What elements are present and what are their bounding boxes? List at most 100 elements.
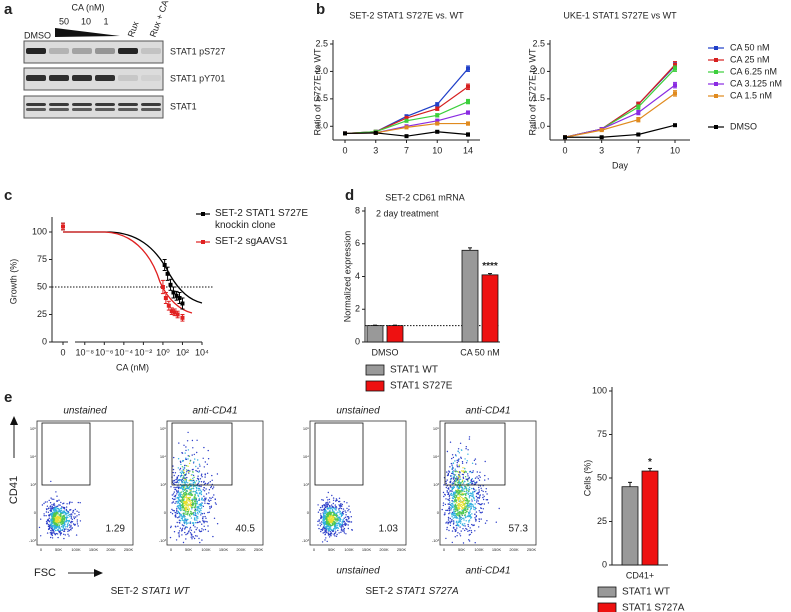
event-dot	[53, 502, 55, 505]
event-dot	[329, 505, 331, 507]
event-dot	[326, 524, 328, 526]
event-dot	[186, 471, 188, 473]
event-dot	[60, 532, 62, 535]
bar	[386, 325, 404, 343]
event-dot	[176, 496, 179, 499]
event-dot	[486, 493, 488, 495]
point	[563, 135, 567, 140]
event-dot	[169, 536, 172, 539]
event-dot	[57, 517, 59, 519]
event-dot	[470, 495, 473, 497]
y-tick-label: 75	[37, 254, 47, 264]
event-dot	[197, 521, 199, 524]
event-dot	[325, 510, 327, 512]
event-dot	[460, 518, 463, 521]
event-dot	[321, 521, 323, 523]
flow-x-tick: 0	[313, 547, 316, 552]
y-tick-label: 50	[37, 281, 47, 291]
event-dot	[478, 479, 481, 481]
event-dot	[327, 503, 329, 505]
event-dot	[327, 528, 329, 530]
event-dot	[202, 457, 204, 459]
event-dot	[459, 507, 461, 510]
event-dot	[185, 473, 187, 475]
event-dot	[467, 480, 469, 482]
event-dot	[339, 504, 342, 506]
event-dot	[187, 512, 189, 514]
event-dot	[461, 524, 463, 526]
event-dot	[465, 494, 467, 497]
event-dot	[189, 492, 191, 494]
event-dot	[477, 491, 479, 494]
event-dot	[472, 491, 474, 493]
event-dot	[199, 541, 201, 544]
event-dot	[206, 463, 208, 465]
event-dot	[181, 474, 183, 477]
event-dot	[195, 499, 197, 501]
event-dot	[77, 501, 80, 504]
event-dot	[63, 521, 66, 524]
event-dot	[196, 439, 198, 441]
blot-band	[72, 103, 92, 106]
event-dot	[62, 527, 65, 529]
event-dot	[448, 487, 450, 489]
event-dot	[178, 519, 181, 521]
event-dot	[48, 520, 50, 522]
event-dot	[459, 485, 461, 487]
blot-band	[72, 48, 92, 54]
event-dot	[177, 501, 180, 504]
event-dot	[461, 512, 463, 515]
event-dot	[191, 508, 193, 510]
event-dot	[199, 511, 201, 513]
event-dot	[343, 530, 345, 533]
event-dot	[194, 535, 197, 537]
event-dot	[451, 468, 453, 470]
event-dot	[63, 502, 65, 504]
event-dot	[212, 496, 214, 498]
event-dot	[194, 526, 196, 528]
event-dot	[210, 506, 212, 508]
event-dot	[456, 512, 459, 514]
event-dot	[451, 457, 453, 460]
event-dot	[191, 536, 193, 538]
event-dot	[478, 518, 480, 520]
event-dot	[457, 504, 459, 506]
event-dot	[192, 502, 195, 504]
event-dot	[59, 509, 61, 511]
blot-band	[118, 48, 138, 54]
event-dot	[71, 521, 74, 523]
event-dot	[185, 511, 187, 513]
event-dot	[323, 531, 326, 533]
event-dot	[197, 467, 199, 469]
event-dot	[456, 471, 458, 473]
event-dot	[475, 463, 477, 465]
x-tick-label: 7	[636, 145, 641, 155]
event-dot	[51, 524, 53, 526]
event-dot	[187, 531, 190, 533]
series-line	[564, 65, 676, 138]
event-dot	[174, 511, 176, 514]
event-dot	[462, 542, 465, 544]
event-dot	[461, 509, 463, 512]
event-dot	[79, 520, 82, 522]
event-dot	[196, 477, 199, 480]
event-dot	[324, 520, 326, 523]
event-dot	[478, 475, 480, 477]
event-dot	[63, 510, 65, 513]
event-dot	[474, 517, 476, 519]
event-dot	[183, 444, 185, 446]
event-dot	[195, 497, 197, 499]
event-dot	[447, 492, 450, 494]
event-dot	[446, 526, 448, 529]
event-dot	[466, 478, 468, 481]
event-dot	[469, 515, 471, 518]
event-dot	[198, 499, 200, 501]
event-dot	[474, 458, 477, 460]
event-dot	[452, 520, 455, 522]
event-dot	[179, 527, 182, 529]
event-dot	[44, 501, 47, 503]
blot-band	[49, 75, 69, 81]
event-dot	[178, 478, 180, 481]
event-dot	[67, 516, 69, 519]
event-dot	[187, 465, 189, 467]
